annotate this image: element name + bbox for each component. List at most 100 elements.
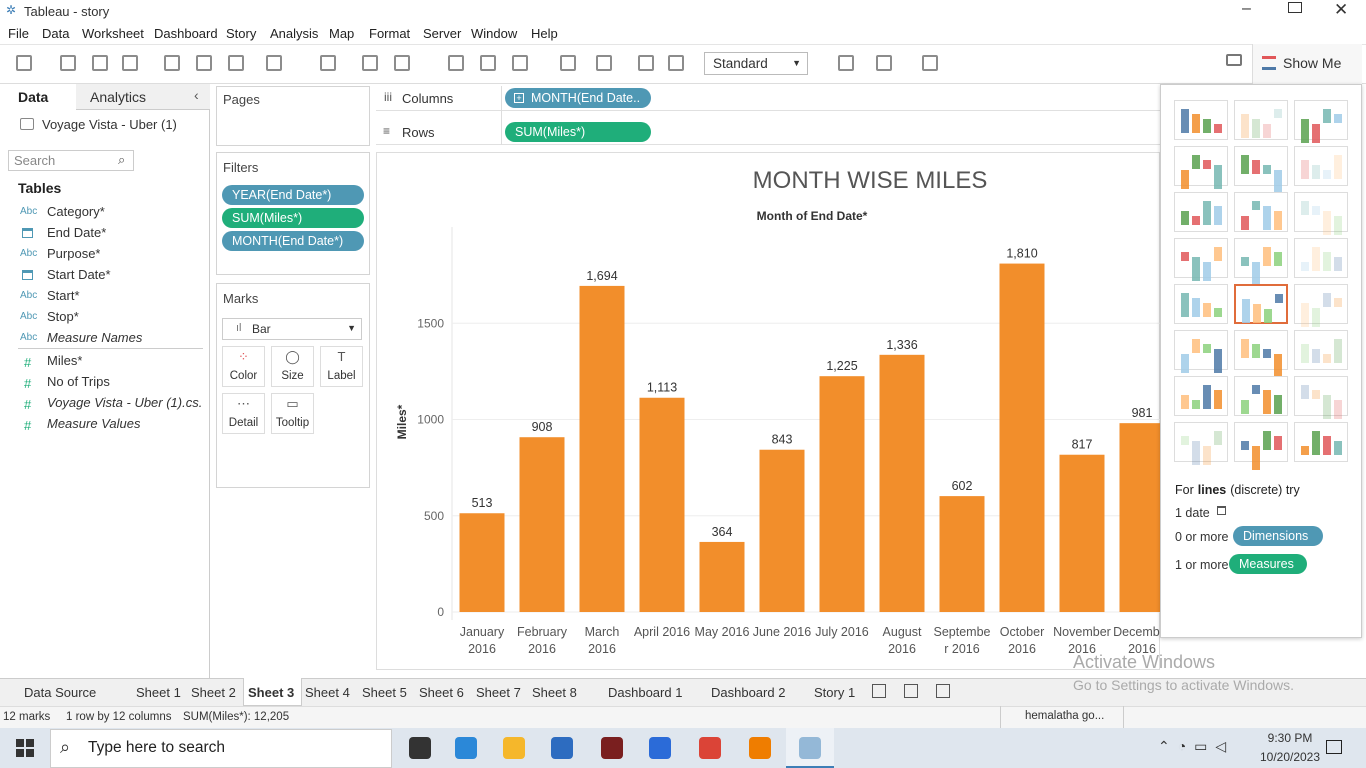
sheet-tab[interactable]: Sheet 2 (191, 685, 236, 700)
toolbar-icon[interactable] (922, 55, 938, 71)
field[interactable]: End Date* (47, 225, 107, 240)
mark-button-label[interactable]: Color (229, 370, 258, 382)
row-pill[interactable]: SUM(Miles*) (505, 122, 651, 142)
chart-type-thumb[interactable] (1294, 192, 1348, 235)
sheet-tab[interactable]: Sheet 5 (362, 685, 407, 700)
toolbar-icon[interactable] (838, 55, 854, 71)
filter-pill[interactable]: YEAR(End Date*) (222, 185, 364, 205)
chart-type-thumb[interactable] (1234, 192, 1288, 232)
filter-pill[interactable]: MONTH(End Date*) (222, 231, 364, 251)
chart-type-thumb[interactable] (1174, 192, 1228, 232)
menu-item[interactable]: Dashboard (154, 26, 218, 41)
toolbar-icon[interactable] (16, 55, 32, 71)
field[interactable]: Start Date* (47, 267, 111, 282)
taskbar-search[interactable] (50, 729, 392, 768)
field[interactable]: Measure Values (47, 416, 141, 431)
new-tab-icon[interactable] (936, 684, 950, 698)
sheet-tab[interactable]: Sheet 3 (248, 685, 295, 700)
field[interactable]: No of Trips (47, 374, 110, 389)
toolbar-icon[interactable] (512, 55, 528, 71)
field[interactable]: Miles* (47, 353, 83, 368)
show-me-button[interactable]: Show Me (1252, 44, 1362, 84)
field[interactable]: Start* (47, 288, 80, 303)
toolbar-icon[interactable] (394, 55, 410, 71)
fit-dropdown[interactable]: Standard ▼ (704, 52, 808, 75)
chart-type-thumb[interactable] (1174, 238, 1228, 281)
mark-type-dropdown[interactable]: ▼ (222, 318, 362, 340)
mark-button-label[interactable]: Size (281, 370, 304, 382)
menu-item[interactable]: Format (369, 26, 411, 41)
chart-type-thumb[interactable] (1294, 100, 1348, 143)
close[interactable]: ✕ (1334, 0, 1349, 19)
field[interactable]: Voyage Vista - Uber (1).cs... (47, 395, 202, 410)
chart-type-thumb[interactable] (1234, 146, 1288, 194)
maximize[interactable] (1288, 2, 1302, 13)
toolbar-icon[interactable] (876, 55, 892, 71)
new-tab-icon[interactable] (904, 684, 918, 698)
taskbar-app[interactable] (799, 737, 821, 759)
taskbar-app[interactable] (455, 737, 477, 759)
mark-button[interactable] (222, 346, 265, 387)
toolbar-icon[interactable] (596, 55, 612, 71)
menu-item[interactable]: Worksheet (82, 26, 144, 41)
mark-button[interactable] (320, 346, 363, 387)
collapse[interactable]: ‹ (194, 87, 199, 103)
taskbar-search-text[interactable]: Type here to search (88, 739, 225, 756)
mark-button-label[interactable]: Detail (228, 417, 259, 429)
toolbar-icon[interactable] (92, 55, 108, 71)
chart-type-thumb[interactable] (1174, 376, 1228, 416)
sheet-tab[interactable]: Sheet 6 (419, 685, 464, 700)
taskbar-app[interactable] (699, 737, 721, 759)
chart-type-thumb[interactable] (1174, 422, 1228, 465)
chart-type-thumb[interactable] (1174, 100, 1228, 140)
mark-button[interactable] (222, 393, 265, 434)
chart-type-thumb[interactable] (1234, 238, 1288, 286)
search-box[interactable] (8, 150, 134, 171)
toolbar-icon[interactable] (196, 55, 212, 71)
menu-item[interactable]: Data (42, 26, 70, 41)
toolbar-icon[interactable] (560, 55, 576, 71)
sheet-tab[interactable]: Sheet 4 (305, 685, 350, 700)
mark-button-label[interactable]: Label (327, 370, 356, 382)
chart-type-thumb[interactable] (1174, 146, 1228, 189)
chart-type-thumb[interactable] (1234, 100, 1288, 140)
toolbar-icon[interactable] (228, 55, 244, 71)
mark-button[interactable] (271, 346, 314, 387)
data-source[interactable]: Voyage Vista - Uber (1) (42, 117, 177, 132)
menu-item[interactable]: Window (471, 26, 518, 41)
toolbar-icon[interactable] (164, 55, 180, 71)
field[interactable]: Category* (47, 204, 105, 219)
column-pill[interactable]: MONTH(End Date.. (505, 88, 651, 108)
toolbar-icon[interactable] (668, 55, 684, 71)
chart-type-thumb[interactable] (1294, 422, 1348, 462)
taskbar-app[interactable] (749, 737, 771, 759)
chart-type-thumb[interactable] (1234, 422, 1288, 470)
chart-type-thumb[interactable] (1234, 376, 1288, 416)
taskbar-app[interactable] (409, 737, 431, 759)
toolbar-icon[interactable] (480, 55, 496, 71)
sheet-tab[interactable]: Sheet 1 (136, 685, 181, 700)
field[interactable]: Measure Names (47, 330, 143, 345)
notifications[interactable] (1326, 740, 1342, 754)
filter-pill[interactable]: SUM(Miles*) (222, 208, 364, 228)
field[interactable]: Stop* (47, 309, 79, 324)
tab[interactable]: Analytics (90, 89, 147, 105)
chart-type-thumb[interactable] (1234, 330, 1288, 378)
toolbar-icon[interactable] (122, 55, 138, 71)
sheet-tab[interactable]: Data Source (24, 685, 97, 700)
toolbar-icon[interactable] (266, 55, 282, 71)
toolbar-icon[interactable] (638, 55, 654, 71)
chart-type-thumb[interactable] (1234, 284, 1288, 324)
sheet-tab[interactable]: Sheet 8 (532, 685, 577, 700)
chart-type-thumb[interactable] (1294, 238, 1348, 278)
menu-item[interactable]: File (8, 26, 29, 41)
taskbar-app[interactable] (551, 737, 573, 759)
sheet-tab[interactable]: Dashboard 1 (608, 685, 683, 700)
toolbar-icon[interactable] (320, 55, 336, 71)
chart-type-thumb[interactable] (1294, 284, 1348, 327)
chart-type-thumb[interactable] (1294, 146, 1348, 186)
sheet-tab[interactable]: Sheet 7 (476, 685, 521, 700)
sheet-tab[interactable]: Story 1 (814, 685, 856, 700)
sheet-tab[interactable]: Dashboard 2 (711, 685, 786, 700)
chart-type-thumb[interactable] (1294, 376, 1348, 419)
